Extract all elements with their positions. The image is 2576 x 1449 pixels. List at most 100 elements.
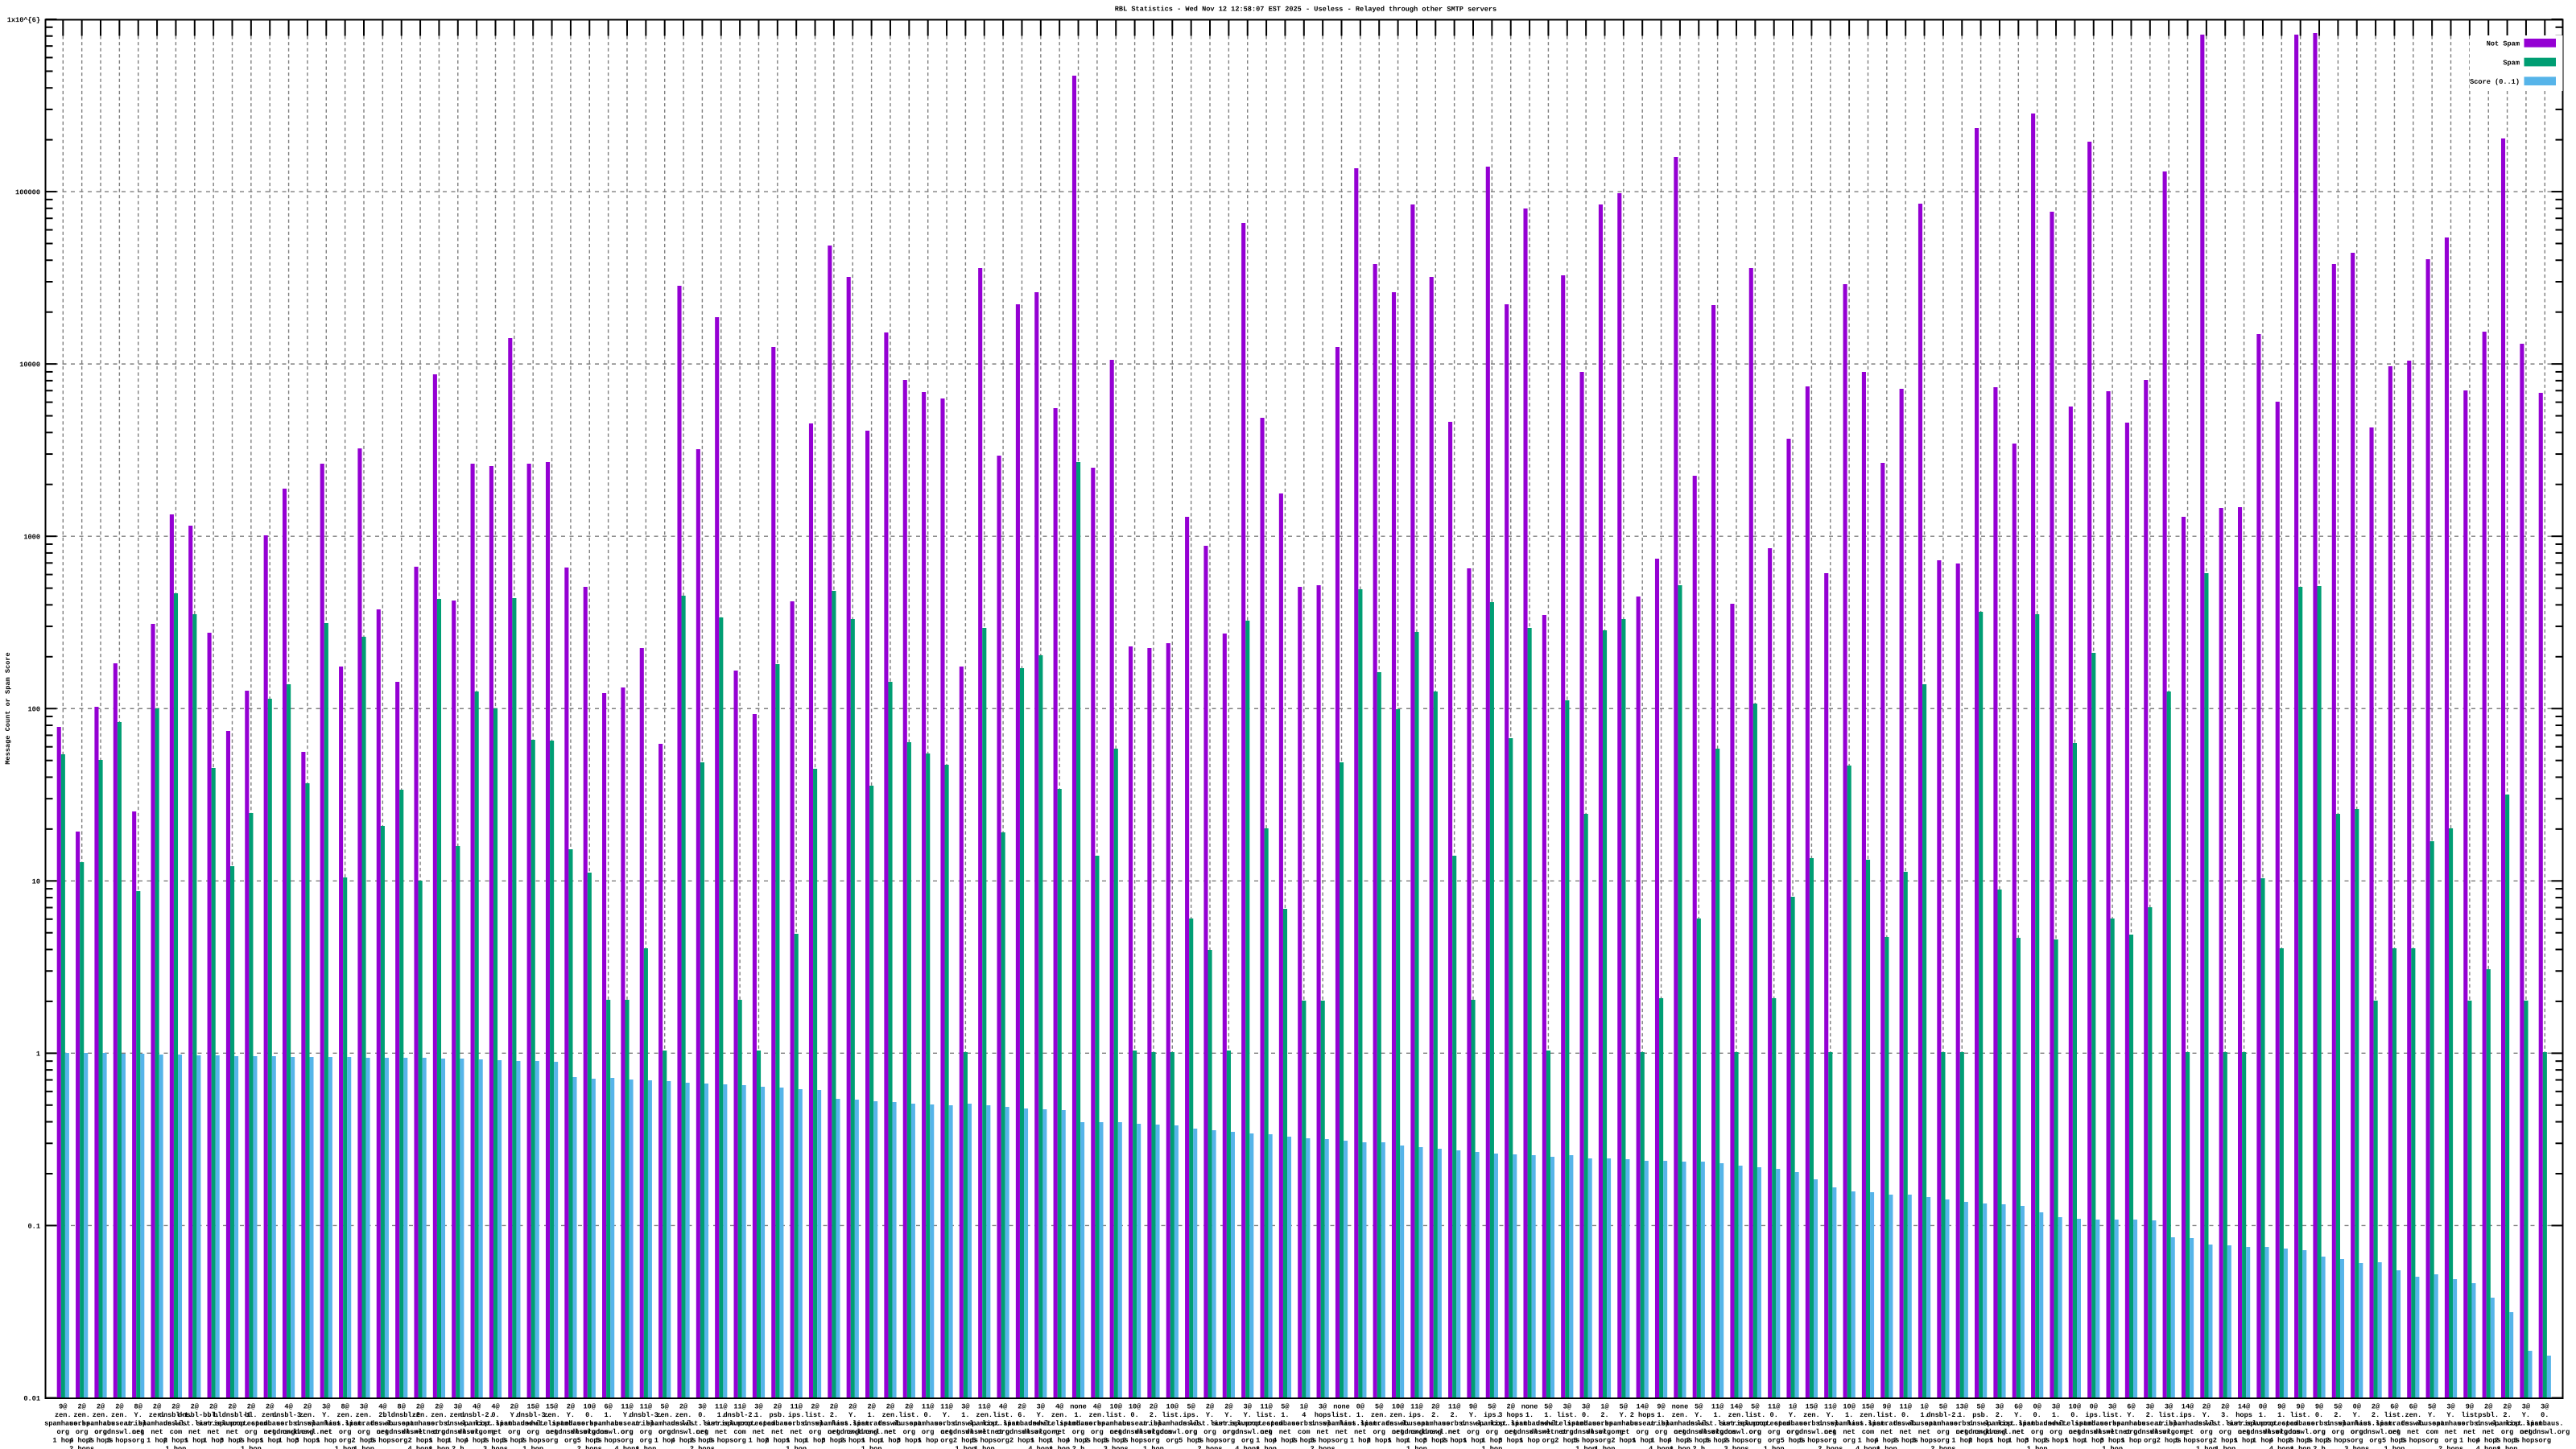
svg-text:Spam: Spam bbox=[2503, 59, 2520, 67]
svg-text:11@: 11@ bbox=[715, 1402, 727, 1410]
svg-text:14@: 14@ bbox=[2238, 1402, 2250, 1410]
svg-text:zen.: zen. bbox=[412, 1411, 429, 1419]
svg-text:1 hop: 1 hop bbox=[259, 1436, 280, 1444]
svg-text:2@: 2@ bbox=[77, 1402, 85, 1410]
svg-text:2 h: 2 h bbox=[2313, 1445, 2325, 1449]
svg-text:1.: 1. bbox=[1074, 1411, 1082, 1419]
svg-text:orgdnswl.net: orgdnswl.net bbox=[1410, 1428, 1460, 1436]
svg-text:1.: 1. bbox=[867, 1411, 875, 1419]
svg-text:spamhaus.: spamhaus. bbox=[1831, 1419, 1868, 1427]
svg-text:list.list.: list.list. bbox=[324, 1419, 366, 1427]
svg-text:3 hops: 3 hops bbox=[502, 1436, 526, 1444]
svg-text:9@: 9@ bbox=[2315, 1402, 2323, 1410]
svg-text:1.: 1. bbox=[2259, 1411, 2267, 1419]
svg-text:5 hops: 5 hops bbox=[2382, 1436, 2407, 1444]
svg-text:netdnswl.net: netdnswl.net bbox=[377, 1428, 427, 1436]
svg-text:zen.: zen. bbox=[1860, 1411, 1876, 1419]
svg-text:1 hop: 1 hop bbox=[1876, 1445, 1897, 1449]
svg-text:abuseat.: abuseat. bbox=[1626, 1419, 1659, 1427]
svg-text:whitelisted.: whitelisted. bbox=[2050, 1419, 2099, 1427]
svg-text:org: org bbox=[2313, 1428, 2325, 1436]
svg-text:org: org bbox=[395, 1436, 407, 1444]
svg-text:15@: 15@ bbox=[1862, 1402, 1874, 1410]
svg-text:11@: 11@ bbox=[621, 1402, 633, 1410]
svg-text:org: org bbox=[940, 1428, 952, 1436]
svg-text:2 hops: 2 hops bbox=[1122, 1436, 1147, 1444]
svg-text:bldnsbl-2: bldnsbl-2 bbox=[382, 1411, 419, 1419]
svg-text:dnswl.net: dnswl.net bbox=[2094, 1428, 2131, 1436]
svg-text:org: org bbox=[640, 1436, 652, 1444]
svg-text:spamhaus.: spamhaus. bbox=[251, 1419, 288, 1427]
svg-text:dnswl.: dnswl. bbox=[2326, 1419, 2351, 1427]
svg-text:dnswl.: dnswl. bbox=[1536, 1419, 1561, 1427]
svg-text:protected.: protected. bbox=[1753, 1419, 1795, 1427]
svg-text:sorbs.: sorbs. bbox=[1799, 1419, 1824, 1427]
svg-text:spamhaus.: spamhaus. bbox=[1417, 1419, 1454, 1427]
svg-text:spamhaus.: spamhaus. bbox=[2112, 1419, 2149, 1427]
svg-text:org: org bbox=[1241, 1436, 1253, 1444]
svg-text:11@: 11@ bbox=[1899, 1402, 1911, 1410]
svg-text:org: org bbox=[2351, 1428, 2363, 1436]
svg-text:0.: 0. bbox=[585, 1411, 593, 1419]
svg-text:net: net bbox=[1392, 1428, 1404, 1436]
svg-text:org: org bbox=[2200, 1428, 2212, 1436]
svg-text:2 hops: 2 hops bbox=[1311, 1445, 1335, 1449]
svg-text:org: org bbox=[546, 1428, 558, 1436]
svg-text:6@: 6@ bbox=[2014, 1402, 2022, 1410]
svg-text:10@: 10@ bbox=[2069, 1402, 2081, 1410]
svg-text:zen.: zen. bbox=[1371, 1411, 1388, 1419]
svg-text:sorbs.: sorbs. bbox=[1084, 1419, 1109, 1427]
svg-text:1@: 1@ bbox=[1300, 1402, 1308, 1410]
svg-text:list.: list. bbox=[898, 1411, 919, 1419]
svg-text:3 hops: 3 hops bbox=[107, 1436, 132, 1444]
svg-text:spamhaus.: spamhaus. bbox=[2339, 1419, 2376, 1427]
svg-text:2 hops: 2 hops bbox=[577, 1445, 602, 1449]
svg-text:none: none bbox=[1521, 1402, 1538, 1410]
svg-text:spamhaus.: spamhaus. bbox=[1154, 1419, 1191, 1427]
svg-text:spamhaus.: spamhaus. bbox=[44, 1419, 81, 1427]
svg-text:Y.: Y. bbox=[1695, 1411, 1703, 1419]
svg-text:spamcop.: spamcop. bbox=[1476, 1419, 1509, 1427]
svg-text:list.list.: list.list. bbox=[1490, 1419, 1532, 1427]
svg-text:net: net bbox=[1843, 1428, 1855, 1436]
svg-text:4 hops: 4 hops bbox=[1667, 1436, 1692, 1444]
svg-text:2 hops: 2 hops bbox=[1084, 1436, 1109, 1444]
svg-text:Y.: Y. bbox=[322, 1411, 330, 1419]
svg-text:orgdnswl.org: orgdnswl.org bbox=[1786, 1428, 1836, 1436]
svg-text:whitelisted.: whitelisted. bbox=[1542, 1419, 1592, 1427]
svg-text:Y.: Y. bbox=[567, 1411, 575, 1419]
svg-text:0.: 0. bbox=[2070, 1411, 2079, 1419]
svg-text:orgdnswl.org: orgdnswl.org bbox=[1711, 1428, 1761, 1436]
svg-text:org: org bbox=[1147, 1436, 1159, 1444]
svg-text:dnsbl-2.: dnsbl-2. bbox=[460, 1411, 493, 1419]
svg-text:2 h: 2 h bbox=[1693, 1445, 1705, 1449]
svg-text:3 hops: 3 hops bbox=[2513, 1436, 2538, 1444]
svg-text:8@: 8@ bbox=[398, 1402, 406, 1410]
svg-text:dnswl.: dnswl. bbox=[2401, 1419, 2425, 1427]
svg-text:Y.: Y. bbox=[1827, 1411, 1835, 1419]
svg-text:2.: 2. bbox=[2146, 1411, 2154, 1419]
svg-text:org: org bbox=[1335, 1436, 1348, 1444]
svg-text:netdnswl.net: netdnswl.net bbox=[1505, 1428, 1554, 1436]
svg-text:11@: 11@ bbox=[1711, 1402, 1724, 1410]
svg-text:2 hops: 2 hops bbox=[238, 1436, 263, 1444]
svg-text:uribl.: uribl. bbox=[2157, 1419, 2182, 1427]
svg-text:1 hop: 1 hop bbox=[2234, 1436, 2255, 1444]
svg-text:Y.: Y. bbox=[2522, 1411, 2530, 1419]
svg-text:zen.: zen. bbox=[55, 1411, 72, 1419]
svg-text:11@: 11@ bbox=[1768, 1402, 1780, 1410]
svg-text:net: net bbox=[1880, 1428, 1893, 1436]
svg-text:5 hops: 5 hops bbox=[972, 1436, 997, 1444]
svg-text:4@: 4@ bbox=[999, 1402, 1007, 1410]
svg-text:2 hops: 2 hops bbox=[1442, 1436, 1467, 1444]
svg-text:dnswl.: dnswl. bbox=[1385, 1419, 1410, 1427]
svg-text:2@: 2@ bbox=[1206, 1402, 1214, 1410]
svg-text:net: net bbox=[828, 1428, 840, 1436]
svg-text:Y.: Y. bbox=[848, 1411, 857, 1419]
svg-text:orgdnswl.org: orgdnswl.org bbox=[1392, 1428, 1442, 1436]
svg-text:2@: 2@ bbox=[905, 1402, 913, 1410]
svg-text:surriel.: surriel. bbox=[1719, 1419, 1752, 1427]
svg-text:2 hops: 2 hops bbox=[953, 1436, 978, 1444]
svg-text:zen.: zen. bbox=[2405, 1411, 2421, 1419]
svg-text:Y.: Y. bbox=[2446, 1411, 2454, 1419]
